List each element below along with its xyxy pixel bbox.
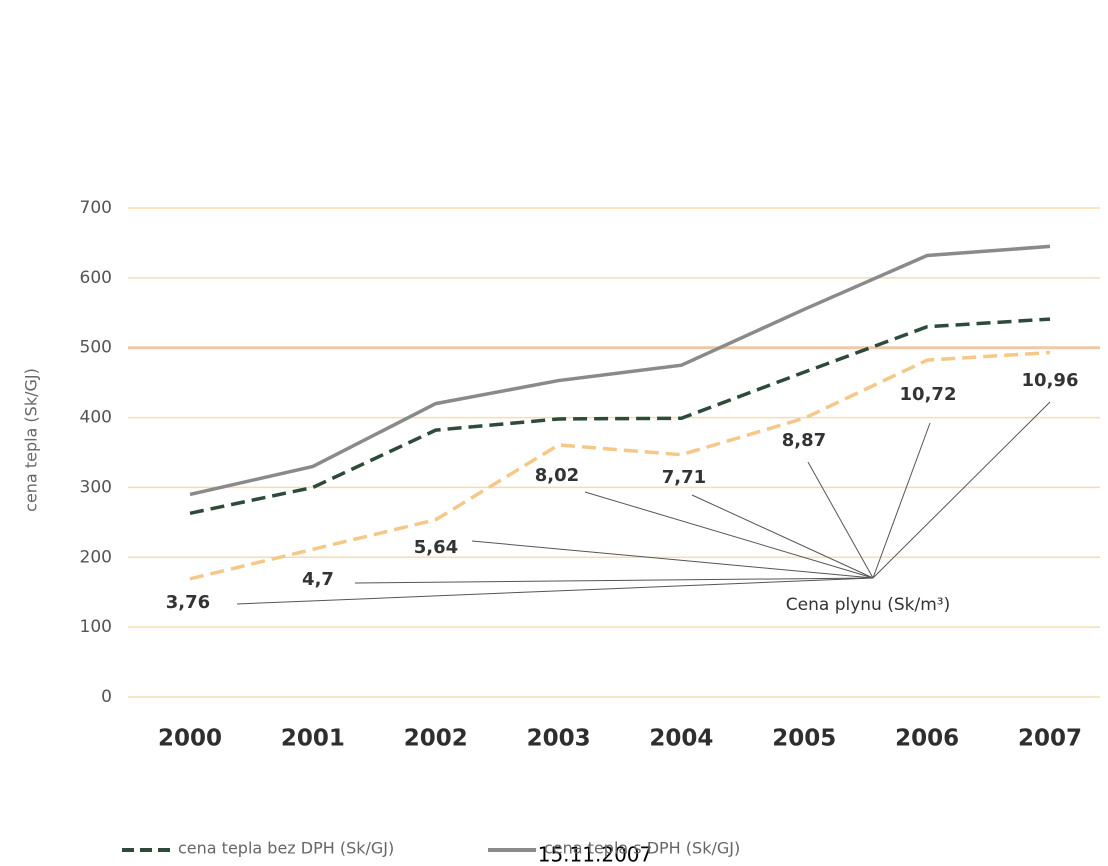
leader-line [872, 401, 1051, 579]
data-label: 5,64 [414, 537, 458, 558]
y-tick-label: 700 [80, 198, 112, 218]
y-tick-label: 600 [80, 268, 112, 288]
line [189, 317, 1051, 515]
y-tick-label: 200 [80, 547, 112, 567]
x-tick-label: 2002 [404, 726, 468, 752]
x-tick-label: 2001 [281, 726, 345, 752]
y-axis-label: cena tepla (Sk/GJ) [22, 368, 41, 512]
data-label: 10,96 [1022, 370, 1079, 391]
data-label: 8,87 [782, 430, 826, 451]
x-tick-label: 2007 [1018, 726, 1082, 752]
x-tick-label: 2006 [895, 726, 959, 752]
y-tick-label: 100 [80, 617, 112, 637]
y-tick-label: 300 [80, 477, 112, 497]
data-label: 10,72 [900, 384, 957, 405]
date: 15.11.2007 [538, 843, 653, 866]
x-tick-label: 2000 [158, 726, 222, 752]
y-tick-label: 0 [101, 687, 112, 707]
legend-label: cena tepla bez DPH (Sk/GJ) [178, 839, 394, 858]
leader-line [872, 422, 931, 579]
y-tick-label: 400 [80, 408, 112, 428]
leader-line [471, 540, 874, 579]
leader-line [691, 494, 874, 579]
series-annotation: Cena plynu (Sk/m³) [786, 595, 950, 615]
leader-line [354, 577, 874, 584]
x-tick-label: 2003 [527, 726, 591, 752]
legend-label: cena tepla s DPH (Sk/GJ) [544, 839, 740, 858]
line [189, 350, 1051, 581]
data-label: 4,7 [302, 569, 334, 590]
x-tick-label: 2005 [772, 726, 836, 752]
data-label: 8,02 [535, 465, 579, 486]
data-label: 7,71 [662, 467, 706, 488]
leader-line [807, 461, 874, 579]
x-tick-label: 2004 [649, 726, 713, 752]
line [189, 244, 1051, 497]
leader-line [236, 577, 874, 605]
y-tick-label: 500 [80, 338, 112, 358]
data-label: 3,76 [166, 592, 210, 613]
leader-line [584, 491, 874, 579]
